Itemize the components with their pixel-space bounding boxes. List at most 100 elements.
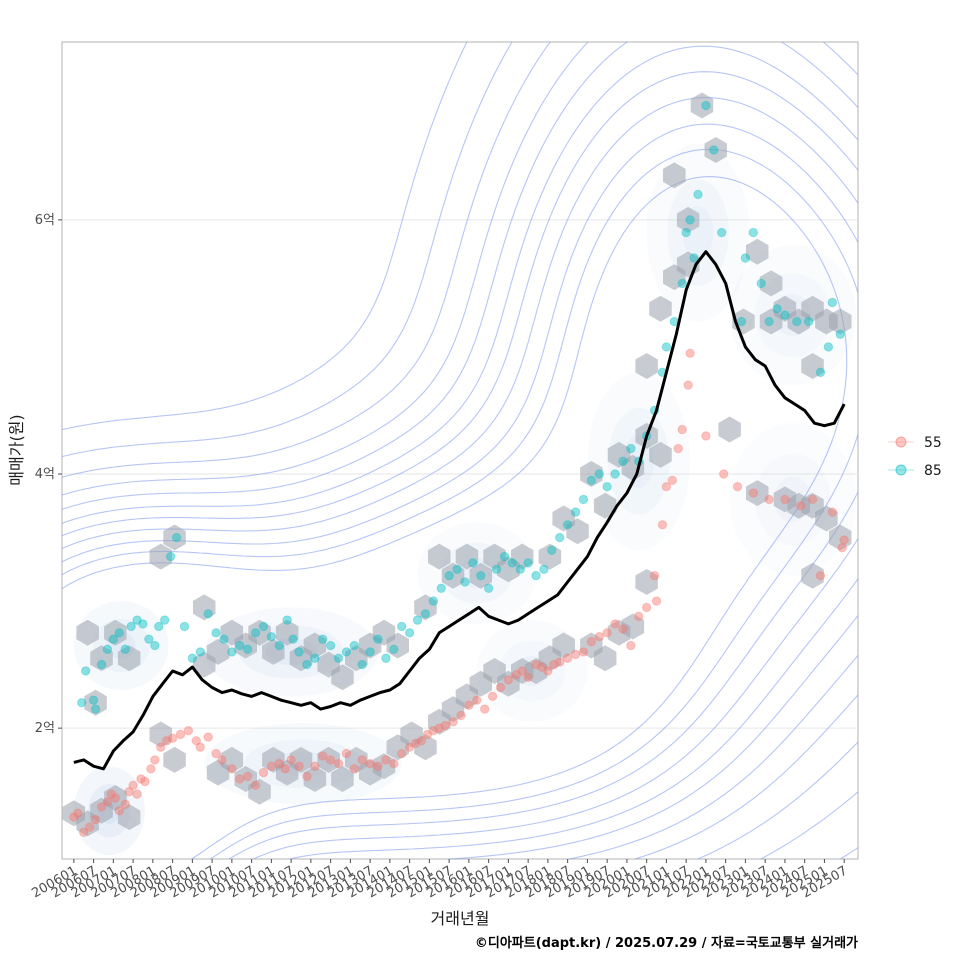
data-point-85 [373,634,383,644]
y-tick-label: 6억 [35,213,55,228]
data-point-55 [84,822,95,832]
data-point-55 [217,755,227,765]
legend-key-55 [895,436,907,448]
data-point-55 [294,761,304,771]
data-point-85 [677,278,687,289]
data-point-55 [90,814,101,825]
data-point-85 [803,316,814,327]
data-point-85 [381,653,391,663]
data-point-85 [138,619,148,629]
data-point-55 [349,764,360,774]
data-point-85 [476,570,486,581]
data-point-55 [310,761,320,771]
hexbin-cell [262,638,285,665]
hexbin-cell [303,766,327,792]
hexbin-cell [829,524,852,551]
data-point-85 [389,644,399,655]
data-point-85 [452,564,462,575]
data-point-55 [79,827,89,838]
data-point-85 [294,647,304,657]
data-point-55 [302,771,312,782]
data-point-55 [764,494,774,505]
data-point-55 [110,793,121,803]
data-point-85 [219,634,229,644]
data-point-85 [211,628,221,638]
data-point-85 [736,316,747,327]
hexbin-cell [718,416,741,443]
data-point-55 [594,631,604,642]
data-point-55 [266,761,277,771]
hexbin-cell [593,645,617,672]
hexbin-cell [815,505,838,532]
data-point-55 [661,482,672,492]
hexbin-cell [663,162,686,189]
hexbin-cell [428,543,451,570]
hexbin-cell [372,753,396,780]
data-point-55 [381,755,391,765]
hexbin-cell [414,594,437,621]
data-point-85 [318,634,328,644]
data-point-55 [503,675,514,685]
hexbin-cell [317,746,340,773]
data-point-55 [195,742,205,752]
data-point-55 [227,764,237,774]
data-point-55 [286,755,296,765]
data-point-85 [160,615,170,625]
density-contours [61,41,859,860]
data-point-55 [549,659,559,670]
data-point-55 [657,520,668,530]
data-point-85 [578,494,589,505]
data-point-55 [156,742,166,752]
data-point-55 [73,808,83,818]
data-point-85 [77,698,87,708]
hexbin-cell [621,613,645,640]
data-point-85 [610,469,620,479]
data-point-85 [740,253,751,263]
data-point-55 [106,789,117,799]
data-point-55 [537,662,547,672]
data-point-85 [689,253,699,263]
hexbin-cell [759,270,783,297]
data-point-55 [128,780,138,791]
hexbin-cell [676,206,700,233]
data-point-85 [570,507,581,517]
data-point-85 [444,570,454,581]
trend-layer [73,250,846,771]
data-point-55 [626,640,636,651]
hexbin-cell [303,632,327,659]
data-point-55 [102,797,113,807]
data-point-55 [796,501,806,511]
data-point-85 [827,297,838,308]
data-point-55 [602,628,612,638]
data-point-85 [764,316,774,327]
data-point-55 [161,736,172,746]
data-point-55 [69,812,79,822]
data-point-55 [815,570,826,581]
data-point-85 [436,583,446,594]
hexbin-cell [104,619,127,646]
hexbin-cell [801,353,824,379]
data-point-85 [266,631,277,642]
data-point-85 [547,545,557,555]
data-point-85 [179,621,190,632]
data-point-55 [140,776,150,787]
hexbin-cell [275,619,299,646]
data-point-55 [274,759,284,769]
data-point-85 [250,628,261,638]
data-point-85 [227,647,237,657]
data-point-55 [242,771,253,782]
data-point-85 [693,189,703,200]
data-point-85 [717,227,727,238]
data-point-55 [434,723,444,733]
data-point-85 [325,640,336,651]
hexbin-cell [801,562,824,589]
density-contour [61,45,859,860]
data-point-85 [709,145,719,155]
data-point-55 [146,764,156,774]
hexbin-cell [511,543,534,570]
data-point-55 [610,619,620,629]
trend-line [73,250,846,771]
hexbin-cell [649,295,672,322]
data-point-85 [823,342,834,352]
data-point-55 [543,666,553,676]
